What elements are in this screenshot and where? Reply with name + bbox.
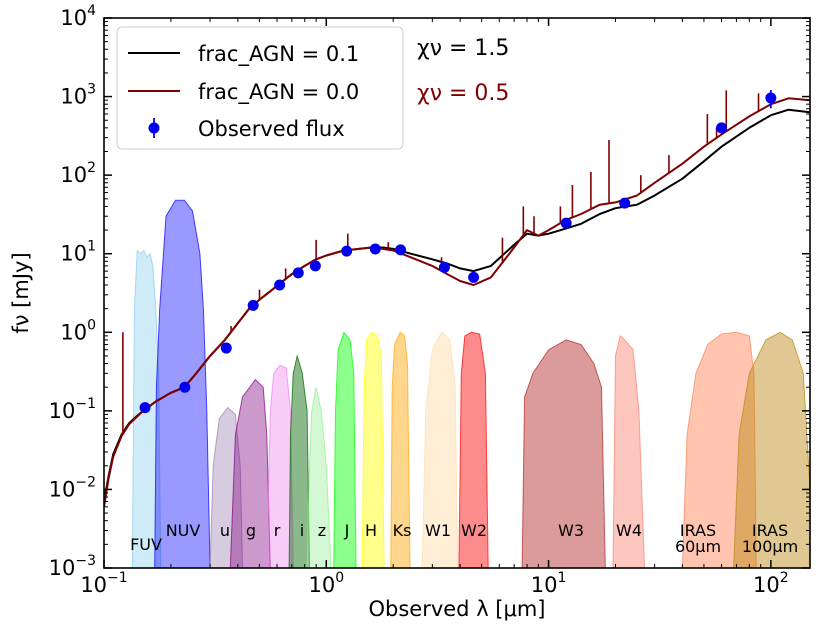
y-tick-label-0: 10−3 [49, 553, 96, 580]
legend-label-1: frac_AGN = 0.0 [198, 80, 359, 105]
x-tick-label-1: 100 [308, 570, 344, 597]
filter-curves [131, 199, 810, 568]
filter-label-15: IRAS [752, 521, 788, 540]
observed-point-7 [341, 245, 353, 257]
observed-point-5 [292, 267, 304, 279]
legend-swatch-2 [148, 122, 160, 134]
filter-curve-10 [421, 331, 459, 568]
filter-curve-13 [612, 334, 646, 568]
x-tick-label-2: 101 [531, 570, 567, 597]
filter-label-2: u [220, 521, 230, 540]
observed-point-4 [274, 279, 286, 291]
observed-point-10 [438, 261, 450, 273]
filter-sublabel-14: 60μm [675, 537, 721, 556]
legend: frac_AGN = 0.1 frac_AGN = 0.0 Observed flu… [116, 26, 404, 150]
filter-label-3: g [246, 521, 256, 540]
observed-point-2 [220, 342, 232, 354]
legend-label-2: Observed flux [198, 117, 345, 141]
observed-points [139, 90, 777, 414]
filter-curve-3 [229, 378, 271, 568]
filter-curve-6 [306, 387, 332, 568]
filter-label-10: W1 [425, 521, 451, 540]
filter-curve-15 [733, 331, 810, 568]
observed-point-1 [179, 381, 191, 393]
observed-point-14 [716, 122, 728, 134]
filter-label-13: W4 [616, 521, 642, 540]
filter-curve-12 [521, 339, 606, 568]
y-tick-label-1: 10−2 [49, 474, 96, 501]
y-tick-label-7: 104 [60, 3, 96, 30]
filter-label-5: i [300, 521, 304, 540]
y-tick-label-3: 100 [60, 317, 96, 344]
plot-frame [103, 17, 811, 569]
filter-label-1: NUV [166, 521, 201, 540]
filter-label-14: IRAS [680, 521, 716, 540]
filter-label-12: W3 [558, 521, 584, 540]
legend-label-0: frac_AGN = 0.1 [198, 42, 359, 67]
x-tick-label-3: 102 [753, 570, 789, 597]
filter-curve-4 [266, 364, 294, 568]
chi-annotation-1: χν = 0.5 [417, 81, 509, 106]
filter-label-4: r [274, 521, 281, 540]
observed-point-11 [468, 271, 480, 283]
filter-curve-14 [681, 331, 757, 568]
y-axis-label: fν [mJy] [9, 252, 33, 333]
filter-curve-8 [361, 331, 385, 568]
filter-curve-5 [288, 353, 311, 568]
chi-annotations: χν = 1.5 χν = 0.5 [417, 36, 509, 106]
filter-curve-11 [458, 331, 489, 568]
filter-label-9: Ks [393, 521, 412, 540]
y-tick-label-2: 10−1 [49, 396, 96, 423]
legend-box [116, 26, 404, 150]
chi-annotation-0: χν = 1.5 [417, 36, 509, 61]
observed-point-15 [765, 92, 777, 104]
observed-point-0 [139, 402, 151, 414]
filter-sublabel-15: 100μm [742, 537, 798, 556]
x-tick-label-0: 10−1 [80, 570, 127, 597]
observed-point-13 [619, 197, 631, 209]
filter-label-8: H [365, 521, 377, 540]
y-tick-label-5: 102 [60, 160, 96, 187]
observed-point-6 [309, 260, 321, 272]
filter-curve-7 [333, 331, 357, 568]
observed-point-8 [369, 243, 381, 255]
axes: 10−3 10−2 10−1 100 101 102 103 104 10−1 100 101 102… [9, 3, 811, 621]
observed-point-9 [395, 244, 407, 256]
filter-label-7: J [344, 521, 350, 540]
y-tick-label-4: 101 [60, 239, 96, 266]
observed-point-3 [247, 299, 259, 311]
y-tick-label-6: 103 [60, 82, 96, 109]
observed-point-12 [560, 217, 572, 229]
x-axis-label: Observed λ [μm] [368, 597, 545, 621]
filter-curve-9 [390, 331, 411, 568]
filter-label-11: W2 [461, 521, 487, 540]
filter-label-0: FUV [130, 535, 162, 554]
filter-label-6: z [318, 521, 326, 540]
